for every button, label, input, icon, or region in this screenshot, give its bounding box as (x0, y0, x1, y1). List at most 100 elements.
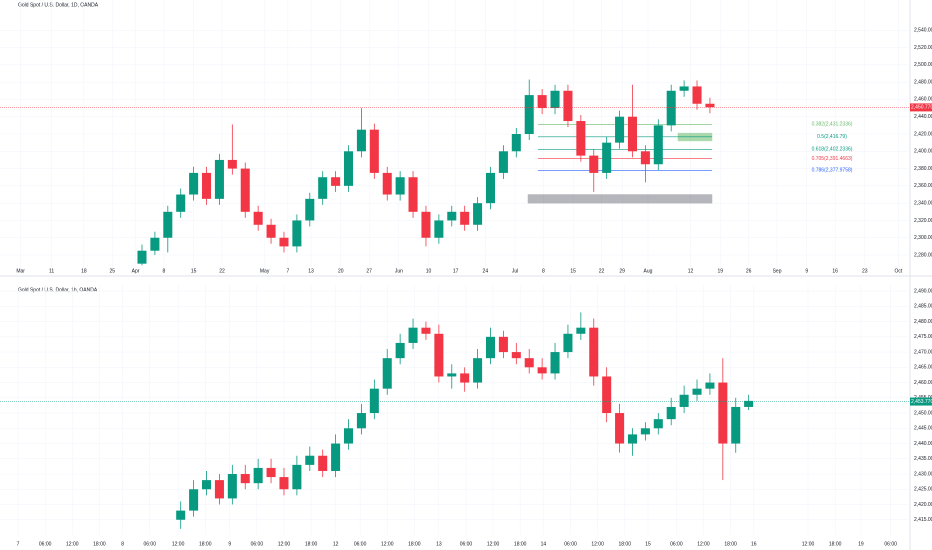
x-tick-label: 7 (286, 268, 289, 274)
x-tick-label: Mar (16, 268, 25, 274)
candle-body (679, 394, 689, 407)
candle-body (318, 455, 328, 471)
x-tick-label: 06:00 (460, 541, 473, 547)
last-price-label: 2,453.770 (911, 399, 932, 405)
candle-body (640, 428, 650, 435)
x-tick-label: 06:00 (884, 541, 897, 547)
x-tick-label: 11 (49, 268, 54, 274)
fib-label: 0.705(2,391.4663) (812, 156, 853, 162)
candle-body (253, 211, 263, 225)
candle-body (331, 443, 341, 471)
candle-body (692, 388, 702, 395)
x-tick-label: 13 (308, 268, 314, 274)
candle-body (460, 373, 470, 383)
candle-body (279, 477, 289, 490)
x-tick-label: 10 (426, 268, 432, 274)
x-tick-label: 7 (17, 541, 20, 547)
x-tick-label: 22 (599, 268, 605, 274)
x-tick-label: 12 (688, 268, 694, 274)
candle-body (279, 237, 289, 247)
x-tick-label: 8 (121, 541, 124, 547)
x-tick-label: 06:00 (564, 541, 577, 547)
x-tick-label: Sep (773, 268, 782, 274)
fib-label: 0.618(2,402.2336) (812, 147, 853, 153)
x-tick-label: 12:00 (802, 541, 815, 547)
y-tick-label: 2,425.000 (914, 487, 932, 493)
candle-body (615, 116, 625, 143)
x-tick-label: 18:00 (93, 541, 106, 547)
candle-body (640, 151, 650, 165)
candle-body (382, 172, 392, 195)
last-price-label: 2,450.770 (911, 105, 932, 111)
candle-body (589, 327, 599, 377)
candle-body (511, 134, 521, 152)
x-tick-label: 29 (619, 268, 625, 274)
candle-body (666, 90, 676, 126)
y-tick-label: 2,435.000 (914, 456, 932, 462)
candle-body (189, 172, 199, 195)
candle-body (627, 434, 637, 444)
candle-body (369, 388, 379, 414)
candle-body (202, 480, 212, 490)
candle-body (253, 467, 263, 484)
candle-body (331, 177, 341, 186)
candle-body (615, 413, 625, 444)
candle-body (524, 358, 534, 368)
y-tick-label: 2,415.000 (914, 517, 932, 523)
candle-body (292, 464, 302, 490)
x-tick-label: 06:00 (143, 541, 156, 547)
y-tick-label: 2,460.000 (914, 97, 932, 103)
candle-body (744, 400, 754, 407)
x-tick-label: 9 (805, 268, 808, 274)
fib-label: 0.382(2,431.2336) (812, 122, 853, 128)
candle-body (627, 116, 637, 152)
candle-body (395, 342, 405, 359)
x-tick-label: 06:00 (251, 541, 264, 547)
x-tick-label: 12:00 (278, 541, 291, 547)
x-tick-label: 26 (746, 268, 752, 274)
candle-body (473, 358, 483, 383)
candle-body (550, 90, 560, 109)
x-tick-label: 8 (163, 268, 166, 274)
candle-body (563, 333, 573, 353)
candle-body (202, 172, 212, 199)
candle-body (705, 103, 715, 108)
candle-body (563, 90, 573, 122)
y-tick-label: 2,420.000 (914, 502, 932, 508)
candle-body (434, 220, 444, 238)
x-tick-label: 06:00 (39, 541, 52, 547)
candle-body (240, 168, 250, 212)
last-price-tag (910, 103, 932, 112)
x-tick-label: 12:00 (172, 541, 185, 547)
x-tick-label: Jul (512, 268, 518, 274)
x-tick-label: 23 (862, 268, 868, 274)
candle-body (227, 159, 237, 169)
chart-title: Gold Spot / U.S. Dollar, 1D, OANDA (18, 2, 99, 8)
candle-body (369, 129, 379, 173)
x-tick-label: Jun (395, 268, 403, 274)
candle-body (485, 172, 496, 204)
candle-body (692, 86, 702, 104)
candle-body (602, 376, 612, 414)
x-tick-label: 12:00 (697, 541, 710, 547)
x-tick-label: 19 (858, 541, 864, 547)
candle-body (176, 194, 186, 212)
y-tick-label: 2,460.000 (914, 380, 932, 386)
x-tick-label: 19 (717, 268, 723, 274)
candle-body (395, 177, 405, 195)
x-tick-label: 18:00 (305, 541, 318, 547)
candle-body (653, 125, 663, 165)
candle-body (305, 455, 315, 465)
y-tick-label: 2,500.000 (914, 62, 932, 68)
candle-body (214, 159, 224, 199)
y-tick-label: 2,360.000 (914, 183, 932, 189)
x-tick-label: 14 (541, 541, 547, 547)
y-tick-label: 2,300.000 (914, 235, 932, 241)
candle-body (318, 177, 328, 199)
candle-body (460, 211, 470, 225)
fib-label: 0.786(2,377.9758) (812, 168, 853, 174)
x-tick-label: 25 (110, 268, 116, 274)
zone (527, 194, 713, 204)
candle-body (679, 86, 689, 91)
y-tick-label: 2,485.000 (914, 304, 932, 310)
